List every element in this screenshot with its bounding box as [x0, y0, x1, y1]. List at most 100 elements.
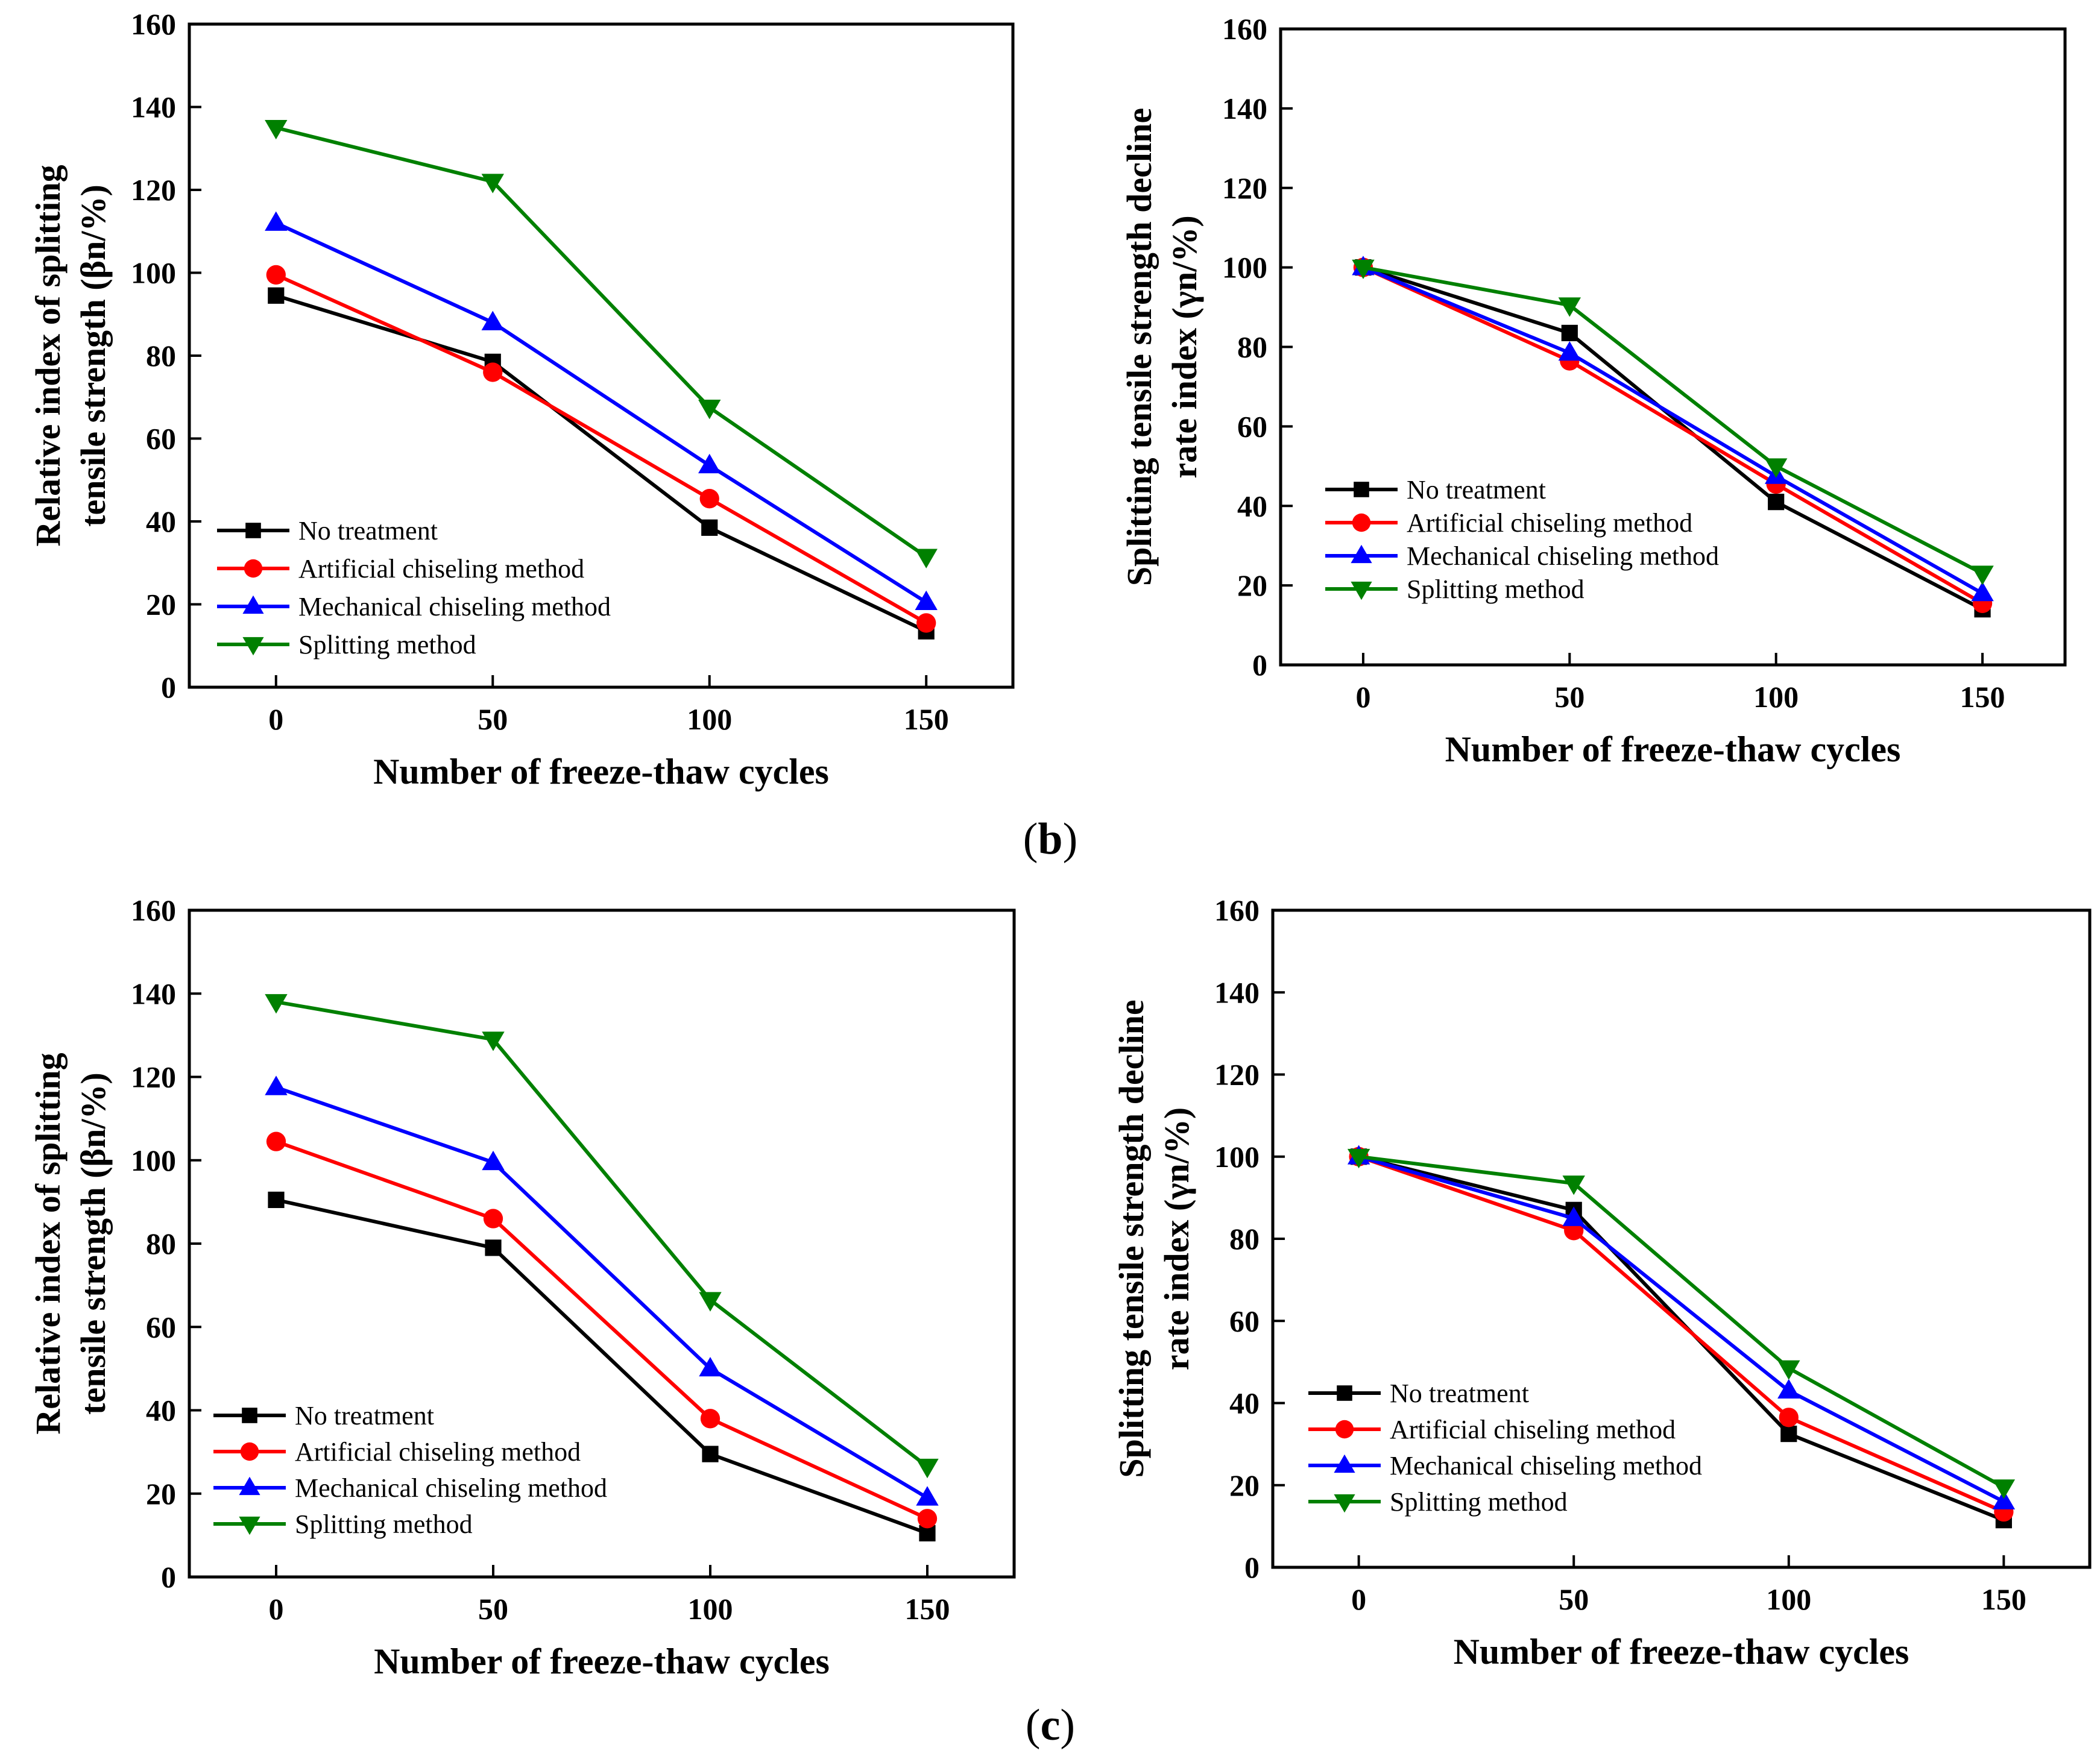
legend-label: Splitting method — [298, 630, 476, 659]
y-tick-label: 80 — [1237, 330, 1267, 364]
y-tick-label: 120 — [131, 1060, 176, 1094]
data-point — [699, 1292, 722, 1312]
y-tick-label: 40 — [1237, 489, 1267, 523]
data-point — [266, 1131, 286, 1151]
legend-marker — [1352, 513, 1371, 532]
data-point — [1347, 1148, 1370, 1169]
data-point — [266, 265, 286, 285]
legend-marker — [1354, 482, 1369, 497]
series-artificial-chiseling-method — [266, 265, 936, 633]
data-point — [1764, 458, 1788, 478]
y-tick-label: 40 — [146, 505, 176, 538]
y-tick-label: 100 — [131, 1144, 176, 1177]
x-tick-label: 100 — [1766, 1582, 1811, 1616]
data-point — [699, 489, 719, 509]
y-tick-label: 140 — [131, 977, 176, 1010]
y-axis-label: rate index (γn/%) — [1165, 215, 1204, 478]
data-point — [1562, 1206, 1585, 1226]
chart-c-right: 0 20 40 60 80 100 120 140 160 0 50 100 150 Number of … — [1112, 893, 2092, 1672]
data-point — [1352, 259, 1375, 280]
y-tick-label: 140 — [131, 90, 176, 124]
y-tick-label: 160 — [131, 893, 176, 927]
data-point — [1777, 1379, 1800, 1399]
data-point — [485, 1239, 502, 1256]
legend-marker — [242, 595, 264, 614]
data-point — [482, 1031, 505, 1051]
series-line — [1362, 265, 1984, 595]
data-point — [1562, 1175, 1585, 1195]
data-point — [1768, 494, 1785, 511]
data-point — [265, 1075, 288, 1095]
series-line — [275, 1139, 929, 1520]
y-axis-label: Splitting tensile strength decline — [1120, 108, 1159, 586]
data-point — [1780, 1425, 1797, 1443]
y-tick-label: 160 — [131, 7, 176, 41]
x-axis-label: Number of freeze-thaw cycles — [1454, 1632, 1909, 1672]
data-point — [701, 519, 718, 536]
data-point — [1971, 581, 1994, 602]
y-tick-label: 60 — [1237, 409, 1267, 443]
x-tick-label: 100 — [687, 702, 732, 736]
y-tick-label: 60 — [146, 1310, 176, 1344]
x-tick-label: 0 — [1351, 1582, 1366, 1616]
y-tick-label: 20 — [146, 1477, 176, 1511]
data-point — [915, 549, 938, 568]
y-tick-label: 80 — [146, 339, 176, 373]
data-point — [1971, 565, 1994, 585]
series-no-treatment — [268, 1191, 936, 1542]
data-point — [916, 1486, 939, 1506]
y-tick-label: 0 — [1252, 648, 1267, 682]
data-point — [265, 994, 288, 1014]
data-point — [483, 362, 503, 382]
x-tick-label: 100 — [1753, 680, 1799, 714]
x-tick-label: 50 — [478, 702, 508, 736]
data-point — [483, 1209, 503, 1229]
series-line — [276, 125, 927, 558]
y-tick-label: 140 — [1222, 92, 1267, 125]
plot-frame — [188, 22, 1015, 689]
data-point — [265, 119, 288, 140]
y-axis-label: tensile strength (βn/%) — [74, 184, 113, 527]
legend-marker — [1335, 1420, 1354, 1439]
legend-label: Artificial chiseling method — [295, 1437, 581, 1467]
x-tick-label: 0 — [269, 1592, 284, 1626]
series-line — [1363, 265, 1984, 611]
legend-label: Splitting method — [295, 1509, 473, 1539]
y-axis-label: Relative index of splitting — [28, 1053, 68, 1434]
x-tick-label: 150 — [1981, 1582, 2026, 1616]
y-tick-label: 120 — [1214, 1058, 1260, 1092]
legend-label: Mechanical chiseling method — [1390, 1451, 1702, 1481]
series-line — [276, 1085, 929, 1500]
x-tick-label: 50 — [1554, 680, 1584, 714]
data-point — [265, 211, 288, 231]
legend-marker — [242, 637, 264, 656]
legend-label: Mechanical chiseling method — [1407, 541, 1719, 571]
legend-marker — [239, 1516, 260, 1535]
legend-label: Artificial chiseling method — [298, 554, 584, 584]
legend-label: Artificial chiseling method — [1407, 508, 1692, 538]
y-axis-label: Relative index of splitting — [28, 165, 68, 546]
series-line — [275, 221, 927, 604]
chart-b-right: 0 20 40 60 80 100 120 140 160 0 50 100 150 Number of … — [1120, 12, 2067, 769]
y-tick-label: 40 — [1229, 1386, 1260, 1420]
data-point — [698, 400, 721, 420]
chart-b-left: 0 20 40 60 80 100 120 140 160 0 50 100 150 Number of … — [28, 7, 1015, 791]
y-tick-label: 160 — [1222, 12, 1267, 46]
legend-marker — [245, 523, 261, 538]
legend-marker — [1351, 544, 1372, 564]
legend-label: No treatment — [1407, 475, 1546, 505]
y-tick-label: 60 — [146, 422, 176, 456]
y-tick-label: 0 — [161, 1560, 176, 1594]
data-point — [917, 1509, 938, 1529]
legend-label: No treatment — [1390, 1379, 1529, 1408]
y-tick-label: 100 — [1214, 1140, 1260, 1174]
y-tick-label: 100 — [131, 256, 176, 290]
series-line — [276, 1198, 929, 1535]
series-splitting-method — [265, 994, 939, 1479]
series-line — [276, 1000, 929, 1468]
data-point — [698, 453, 721, 474]
